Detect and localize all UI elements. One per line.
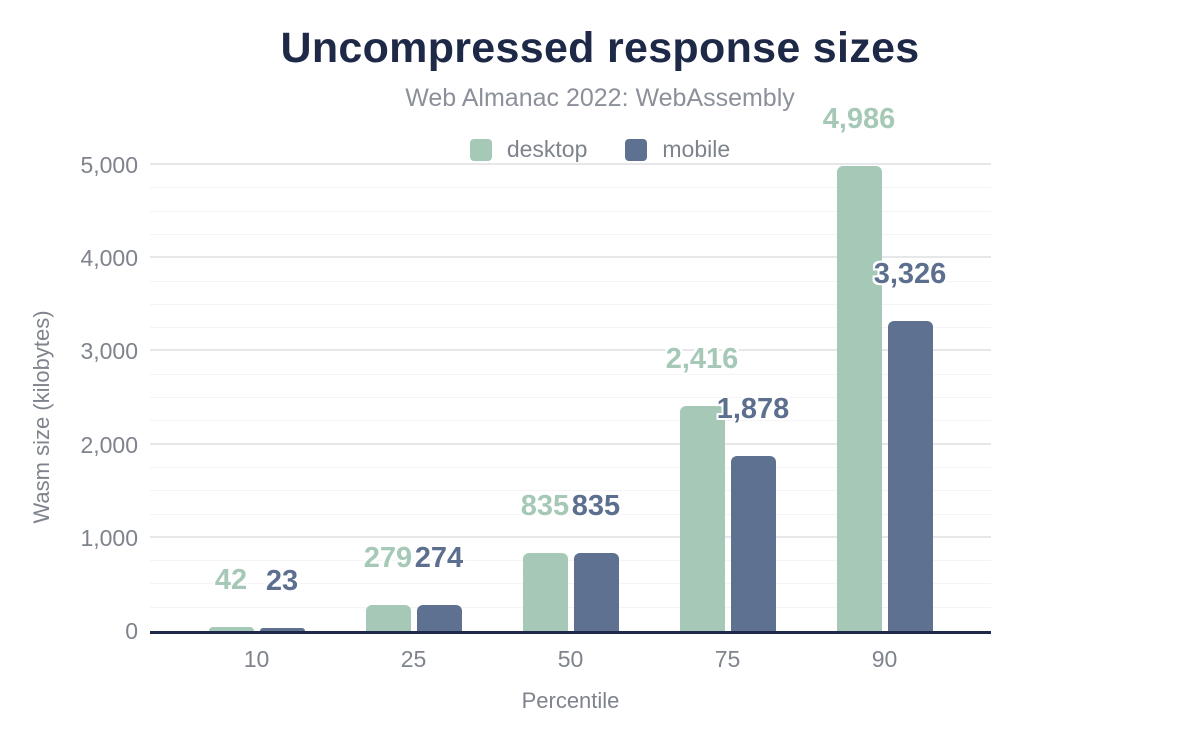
legend-label-mobile: mobile — [662, 136, 731, 162]
bar-mobile-p25[interactable] — [416, 605, 462, 631]
x-tick-label-25: 25 — [400, 646, 427, 672]
x-tick-label-75: 75 — [714, 646, 741, 672]
y-axis-tick-labels: 0 1,000 2,000 3,000 4,000 5,000 — [0, 152, 138, 644]
major-gridline — [150, 442, 991, 445]
major-gridline — [150, 349, 991, 352]
legend-label-desktop: desktop — [506, 136, 588, 162]
y-tick-label: 2,000 — [80, 431, 138, 458]
y-tick-label: 3,000 — [80, 338, 138, 365]
value-label-desktop-p50: 835 — [520, 490, 570, 523]
y-tick-label: 1,000 — [80, 524, 138, 551]
value-label-desktop-p75: 2,416 — [665, 342, 739, 375]
value-label-desktop-p25: 279 — [363, 542, 413, 574]
minor-gridline — [150, 187, 991, 189]
value-label-mobile-p10: 23 — [265, 565, 299, 597]
legend: desktop mobile — [0, 136, 1200, 163]
bar-mobile-p75[interactable] — [730, 455, 776, 631]
bar-desktop-p50[interactable] — [522, 553, 568, 631]
minor-gridline — [150, 606, 991, 608]
minor-gridline — [150, 280, 991, 282]
minor-gridline — [150, 327, 991, 329]
y-tick-label: 4,000 — [80, 245, 138, 272]
minor-gridline — [150, 490, 991, 492]
bar-mobile-p10[interactable] — [259, 628, 305, 631]
value-label-mobile-p75: 1,878 — [716, 392, 790, 425]
minor-gridline — [150, 466, 991, 468]
x-tick-label-50: 50 — [557, 646, 584, 672]
major-gridline — [150, 163, 991, 165]
minor-gridline — [150, 397, 991, 398]
major-gridline — [150, 256, 991, 259]
bar-mobile-p50[interactable] — [573, 553, 619, 631]
y-tick-label: 5,000 — [80, 152, 138, 178]
legend-item-mobile[interactable]: mobile — [625, 136, 730, 163]
value-label-desktop-p10: 42 — [214, 564, 248, 597]
value-label-mobile-p90: 3,326 — [873, 258, 947, 291]
minor-gridline — [150, 233, 991, 235]
bar-mobile-p90[interactable] — [887, 321, 933, 631]
plot-area: 42 23 279 274 835 835 2,416 1,878 4,986 3,326 — [150, 103, 991, 634]
y-tick-label: 0 — [125, 618, 138, 644]
x-tick-label-10: 10 — [243, 646, 270, 672]
minor-gridline — [150, 420, 991, 422]
minor-gridline — [150, 373, 991, 375]
mobile-legend-swatch-icon — [625, 138, 648, 161]
x-axis-title: Percentile — [521, 688, 620, 713]
bar-desktop-p90[interactable] — [836, 166, 882, 631]
bar-desktop-p75[interactable] — [679, 405, 725, 631]
minor-gridline — [150, 210, 991, 212]
value-label-desktop-p90: 4,986 — [822, 103, 896, 136]
chart-title: Uncompressed response sizes — [280, 24, 920, 72]
minor-gridline — [150, 513, 991, 515]
minor-gridline — [150, 560, 991, 562]
value-label-mobile-p25: 274 — [414, 542, 464, 575]
value-label-mobile-p50: 835 — [571, 490, 621, 523]
minor-gridline — [150, 303, 991, 305]
desktop-legend-swatch-icon — [469, 138, 492, 161]
x-axis-tick-labels: 10 25 50 75 90 — [150, 646, 991, 672]
bar-desktop-p25[interactable] — [365, 605, 411, 631]
minor-gridline — [150, 583, 991, 585]
major-gridline — [150, 535, 991, 538]
x-tick-label-90: 90 — [871, 646, 898, 672]
legend-item-desktop[interactable]: desktop — [469, 136, 588, 163]
bar-desktop-p10[interactable] — [208, 627, 254, 631]
chart-subtitle: Web Almanac 2022: WebAssembly — [405, 84, 795, 112]
